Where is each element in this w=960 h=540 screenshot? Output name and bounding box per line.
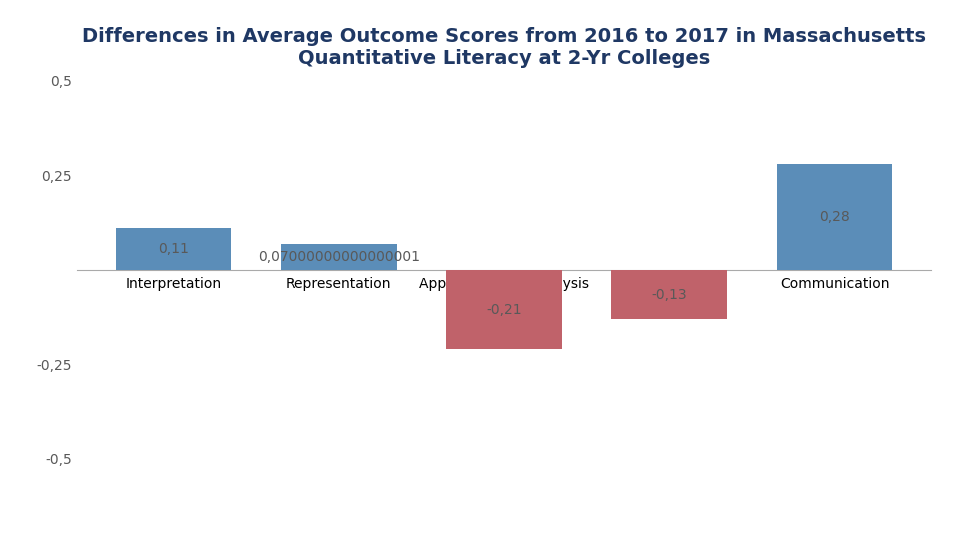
Bar (777, 164, 893, 270)
Text: -0,13: -0,13 (652, 288, 687, 301)
Text: 0,07000000000000001: 0,07000000000000001 (257, 250, 420, 264)
Bar (612, 270, 727, 319)
Text: 0,11: 0,11 (158, 242, 189, 256)
Text: -0,21: -0,21 (486, 303, 522, 316)
Title: Differences in Average Outcome Scores from 2016 to 2017 in Massachusetts
Quantit: Differences in Average Outcome Scores fr… (82, 28, 926, 69)
Bar (281, 244, 396, 270)
Bar (446, 270, 562, 349)
Text: 0,28: 0,28 (819, 210, 850, 224)
Bar (115, 228, 231, 270)
